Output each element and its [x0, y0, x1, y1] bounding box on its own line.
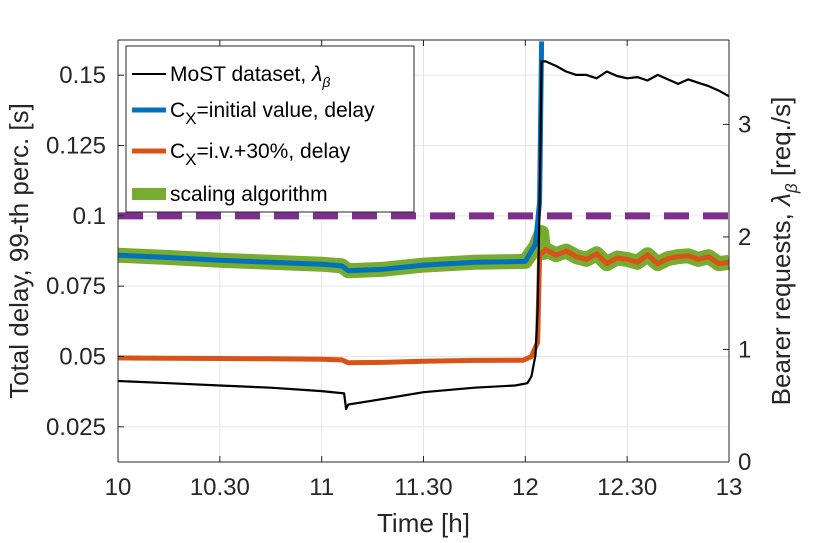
- legend-label-2: CX=i.v.+30%, delay: [170, 140, 351, 169]
- y-tick-label-right: 3: [738, 111, 751, 138]
- series-line-0: [117, 60, 730, 411]
- x-tick-label: 11.30: [394, 474, 452, 501]
- series-line-2: [117, 247, 730, 366]
- y-tick-label-left: 0.025: [46, 414, 106, 441]
- x-tick-label: 12.30: [597, 474, 657, 501]
- x-tick-label: 12: [512, 474, 539, 501]
- y-tick-label-left: 0.05: [59, 344, 106, 371]
- legend-label-0: MoST dataset, λβ: [170, 63, 330, 90]
- x-axis-label: Time [h]: [377, 508, 470, 538]
- series-line-1: [117, 41, 545, 274]
- y-tick-label-right: 1: [738, 336, 751, 363]
- x-tick-label: 13: [716, 474, 743, 501]
- y-tick-label-left: 0.125: [46, 133, 106, 160]
- legend-box: [125, 45, 415, 213]
- y-axis-label-left: Total delay, 99-th perc. [s]: [4, 103, 34, 399]
- y-axis-label-right: Bearer requests, λβ [req./s]: [766, 97, 801, 406]
- x-tick-label: 10.30: [190, 474, 250, 501]
- y-tick-label-left: 0.075: [46, 273, 106, 300]
- legend: MoST dataset, λβ CX=initial value, delay C…: [125, 45, 415, 213]
- x-tick-label: 11: [309, 474, 334, 501]
- y-tick-label-left: 0.1: [73, 203, 106, 230]
- legend-label-1: CX=initial value, delay: [170, 99, 375, 128]
- y-tick-label-right: 0: [738, 449, 751, 476]
- legend-label-3: scaling algorithm: [170, 183, 328, 206]
- x-tick-label: 10: [105, 474, 132, 501]
- y-tick-label-left: 0.15: [59, 62, 106, 89]
- y-tick-label-right: 2: [738, 224, 751, 251]
